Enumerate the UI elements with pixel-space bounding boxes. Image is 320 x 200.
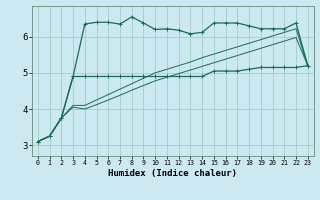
X-axis label: Humidex (Indice chaleur): Humidex (Indice chaleur) xyxy=(108,169,237,178)
